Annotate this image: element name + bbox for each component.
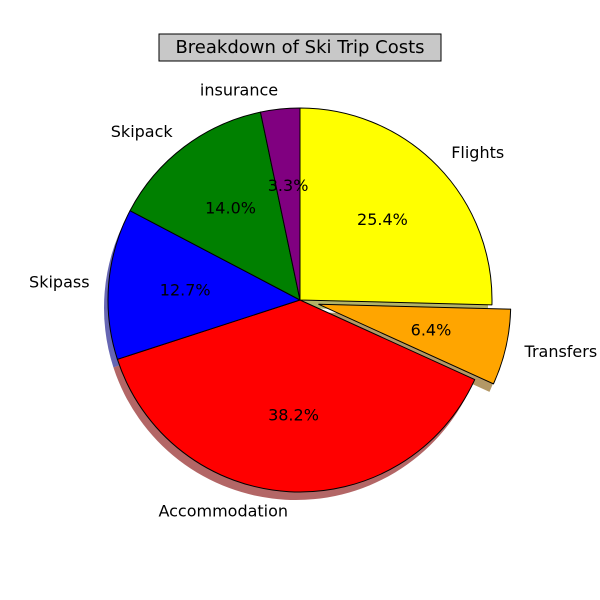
pct-label-skipack: 14.0% <box>205 199 256 218</box>
percentage-labels: 25.4% 6.4% 38.2% 12.7% 14.0% 3.3% <box>160 176 452 425</box>
chart-title: Breakdown of Ski Trip Costs <box>175 37 424 58</box>
slice-labels: Flights Transfers Accommodation Skipass Skip… <box>29 80 597 520</box>
chart-title-box <box>158 33 442 62</box>
slice-label-flights: Flights <box>451 143 504 162</box>
slice-label-skipass: Skipass <box>29 273 90 292</box>
slice-skipass <box>107 210 301 360</box>
pct-label-insurance: 3.3% <box>268 176 309 195</box>
pct-label-flights: 25.4% <box>357 210 408 229</box>
slice-label-skipack: Skipack <box>111 122 174 141</box>
slice-transfers <box>318 303 512 385</box>
chart-title-group: Breakdown of Ski Trip Costs <box>158 33 442 62</box>
slice-skipack <box>129 111 301 301</box>
pie-slices <box>107 107 512 493</box>
slice-label-accommodation: Accommodation <box>158 501 288 520</box>
slice-flights <box>299 107 493 306</box>
slice-label-transfers: Transfers <box>524 342 598 361</box>
slice-label-insurance: insurance <box>200 80 278 99</box>
pct-label-transfers: 6.4% <box>411 321 452 340</box>
pct-label-accommodation: 38.2% <box>268 406 319 425</box>
slice-accommodation <box>116 299 476 493</box>
slice-insurance <box>259 107 301 301</box>
pct-label-skipass: 12.7% <box>160 281 211 300</box>
